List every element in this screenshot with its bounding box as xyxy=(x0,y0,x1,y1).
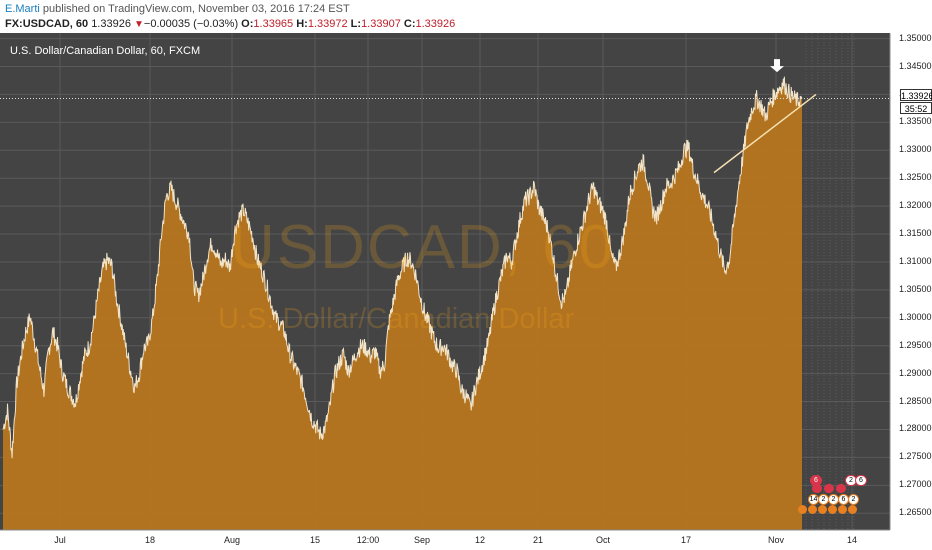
author-link[interactable]: E.Marti xyxy=(5,3,40,15)
y-tick-label: 1.32000 xyxy=(899,200,932,211)
down-arrow-icon: ▼ xyxy=(134,19,144,30)
x-tick-label: 21 xyxy=(532,535,543,545)
x-tick-label: Sep xyxy=(413,535,430,545)
y-tick-label: 1.26500 xyxy=(899,507,932,518)
chart-title: U.S. Dollar/Canadian Dollar, 60, FXCM xyxy=(10,45,201,57)
x-tick-label: 12 xyxy=(474,535,485,545)
x-tick-label: Nov xyxy=(767,535,784,545)
y-tick-label: 1.30000 xyxy=(899,311,932,322)
symbol-label: FX:USDCAD, 60 xyxy=(5,18,89,30)
watermark-symbol: USDCAD, 60 xyxy=(230,213,616,282)
event-flag-icon[interactable] xyxy=(808,505,817,514)
y-tick-label: 1.31500 xyxy=(899,228,932,239)
y-tick-label: 1.27500 xyxy=(899,451,932,462)
low-value: 1.33907 xyxy=(361,18,401,30)
y-tick-label: 1.30500 xyxy=(899,283,932,294)
y-tick-label: 1.28500 xyxy=(899,395,932,406)
open-label: O: xyxy=(241,18,254,30)
y-tick-label: 1.28000 xyxy=(899,423,932,434)
y-tick-label: 1.29500 xyxy=(899,339,932,350)
x-tick-label: Oct xyxy=(595,535,610,545)
y-tick-label: 1.31000 xyxy=(899,255,932,266)
last-price: 1.33926 xyxy=(91,18,131,30)
x-tick-label: 18 xyxy=(144,535,155,545)
event-flag-icon[interactable] xyxy=(828,505,837,514)
event-flag-icon[interactable] xyxy=(818,505,827,514)
x-tick-label: Aug xyxy=(223,535,240,545)
price-area xyxy=(3,76,802,530)
event-flag-icon[interactable] xyxy=(836,484,846,493)
x-tick-label: Jul xyxy=(54,535,66,545)
y-tick-label: 1.29000 xyxy=(899,367,932,378)
y-tick-label: 1.27000 xyxy=(899,479,932,490)
event-flag-icon[interactable] xyxy=(824,484,834,493)
y-tick-label: 1.34500 xyxy=(899,60,932,71)
event-flag-icon[interactable] xyxy=(848,505,857,514)
publish-text: published on TradingView.com, November 0… xyxy=(42,3,350,15)
x-tick-label: 15 xyxy=(309,535,320,545)
ohlc-bar: FX:USDCAD, 60 1.33926 ▼−0.00035 (−0.03%)… xyxy=(5,18,455,30)
y-tick-label: 1.33500 xyxy=(899,116,932,127)
event-badge[interactable]: 2 xyxy=(848,494,859,505)
y-tick-label: 1.33000 xyxy=(899,144,932,155)
y-tick-label: 1.32500 xyxy=(899,172,932,183)
countdown-tag: 35:52 xyxy=(900,102,932,114)
close-value: 1.33926 xyxy=(415,18,456,30)
x-tick-label: 14 xyxy=(846,535,857,545)
price-change: −0.00035 (−0.03%) xyxy=(143,18,239,30)
low-label: L: xyxy=(350,18,362,30)
open-value: 1.33965 xyxy=(253,18,294,30)
last-price-tag: 1.33926 xyxy=(900,89,932,101)
x-tick-label: 12:00 xyxy=(356,535,380,545)
close-label: C: xyxy=(403,18,416,30)
arrow-down-icon xyxy=(770,59,784,73)
high-label: H: xyxy=(296,18,308,30)
high-value: 1.33972 xyxy=(307,18,348,30)
publish-info: E.Marti published on TradingView.com, No… xyxy=(5,3,350,15)
event-badge[interactable]: 6 xyxy=(855,475,867,486)
event-flag-icon[interactable] xyxy=(798,505,807,514)
trendline xyxy=(713,93,817,174)
watermark-name: U.S. Dollar/Canadian Dollar xyxy=(218,303,575,335)
event-flag-icon[interactable] xyxy=(812,484,822,493)
price-line xyxy=(2,76,803,459)
event-flag-icon[interactable] xyxy=(838,505,847,514)
x-tick-label: 17 xyxy=(680,535,691,545)
y-tick-label: 1.35000 xyxy=(899,32,932,43)
